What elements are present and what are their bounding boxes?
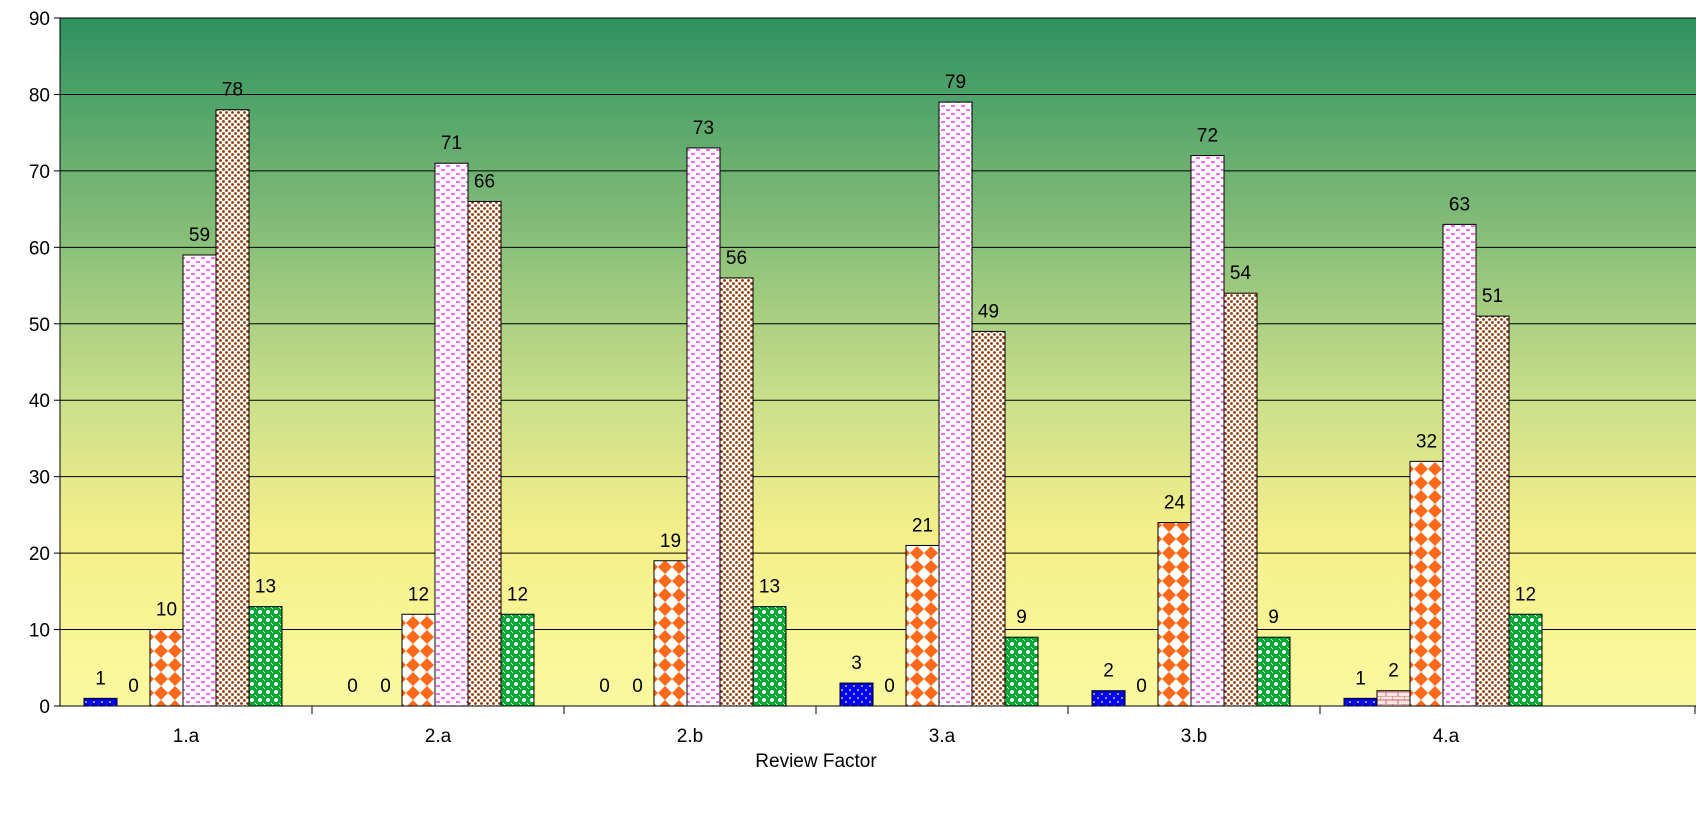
y-tick-label: 80	[29, 85, 50, 106]
data-label: 10	[156, 600, 177, 621]
data-label: 72	[1197, 126, 1218, 147]
data-label: 51	[1482, 286, 1503, 307]
data-label: 78	[222, 80, 243, 101]
data-label: 2	[1103, 661, 1114, 682]
y-tick-label: 10	[29, 621, 50, 642]
bar	[1442, 223, 1477, 707]
bar	[1376, 690, 1411, 707]
data-label: 71	[441, 133, 462, 154]
y-tick-label: 40	[29, 391, 50, 412]
bar	[182, 254, 217, 707]
bar	[905, 544, 940, 707]
data-label: 66	[474, 171, 495, 192]
x-tick-label: 4.a	[1433, 726, 1460, 747]
data-label: 2	[1388, 661, 1399, 682]
data-label: 56	[726, 248, 747, 269]
data-label: 1	[95, 668, 106, 689]
bar	[653, 560, 688, 707]
data-label: 49	[978, 301, 999, 322]
bar	[752, 606, 787, 707]
bar	[1343, 697, 1378, 707]
bar	[248, 606, 283, 707]
bar	[215, 109, 250, 707]
bars	[83, 101, 1543, 707]
data-label: 19	[660, 531, 681, 552]
data-label: 9	[1016, 607, 1027, 628]
data-label: 24	[1164, 493, 1186, 514]
data-label: 3	[851, 653, 862, 674]
data-label: 73	[693, 118, 714, 139]
bar	[971, 330, 1006, 707]
data-label: 0	[632, 676, 643, 697]
data-label: 12	[1515, 584, 1536, 605]
x-tick-label: 2.b	[677, 726, 703, 747]
bar	[401, 613, 436, 707]
bar	[719, 277, 754, 707]
y-tick-label: 90	[29, 9, 50, 30]
bar	[938, 101, 973, 707]
data-label: 32	[1416, 431, 1437, 452]
y-tick-label: 30	[29, 468, 50, 489]
x-tick-label: 2.a	[425, 726, 452, 747]
bar	[1508, 613, 1543, 707]
data-label: 0	[1136, 676, 1147, 697]
bar	[1256, 636, 1291, 707]
y-tick-label: 70	[29, 162, 50, 183]
bar	[1409, 460, 1444, 707]
y-tick-label: 60	[29, 238, 50, 259]
bar	[1157, 522, 1192, 707]
data-label: 13	[759, 577, 780, 598]
bar	[1004, 636, 1039, 707]
x-tick-label: 1.a	[173, 726, 200, 747]
bar	[1475, 315, 1510, 707]
bar	[1190, 155, 1225, 707]
data-label: 0	[347, 676, 358, 697]
data-label: 63	[1449, 194, 1470, 215]
bar	[686, 147, 721, 707]
data-label: 54	[1230, 263, 1252, 284]
bar	[1091, 690, 1126, 707]
y-tick-label: 20	[29, 544, 50, 565]
data-label: 12	[408, 584, 429, 605]
data-label: 1	[1355, 668, 1366, 689]
data-label: 21	[912, 515, 933, 536]
data-label: 0	[599, 676, 610, 697]
x-axis-title: Review Factor	[755, 751, 877, 772]
data-label: 0	[884, 676, 895, 697]
data-label: 13	[255, 577, 276, 598]
x-tick-label: 3.a	[929, 726, 956, 747]
data-label: 9	[1268, 607, 1279, 628]
x-tick-label: 3.b	[1181, 726, 1207, 747]
data-label: 79	[945, 72, 966, 93]
bar	[467, 200, 502, 707]
y-tick-label: 50	[29, 315, 50, 336]
bar	[1223, 292, 1258, 707]
bar	[839, 682, 874, 707]
gridlines	[60, 17, 1696, 707]
data-label: 12	[507, 584, 528, 605]
y-tick-label: 0	[39, 697, 50, 718]
bar	[83, 697, 118, 707]
bar	[434, 162, 469, 707]
bar	[149, 629, 184, 707]
data-label: 59	[189, 225, 210, 246]
data-label: 0	[380, 676, 391, 697]
data-label: 0	[128, 676, 139, 697]
bar	[500, 613, 535, 707]
